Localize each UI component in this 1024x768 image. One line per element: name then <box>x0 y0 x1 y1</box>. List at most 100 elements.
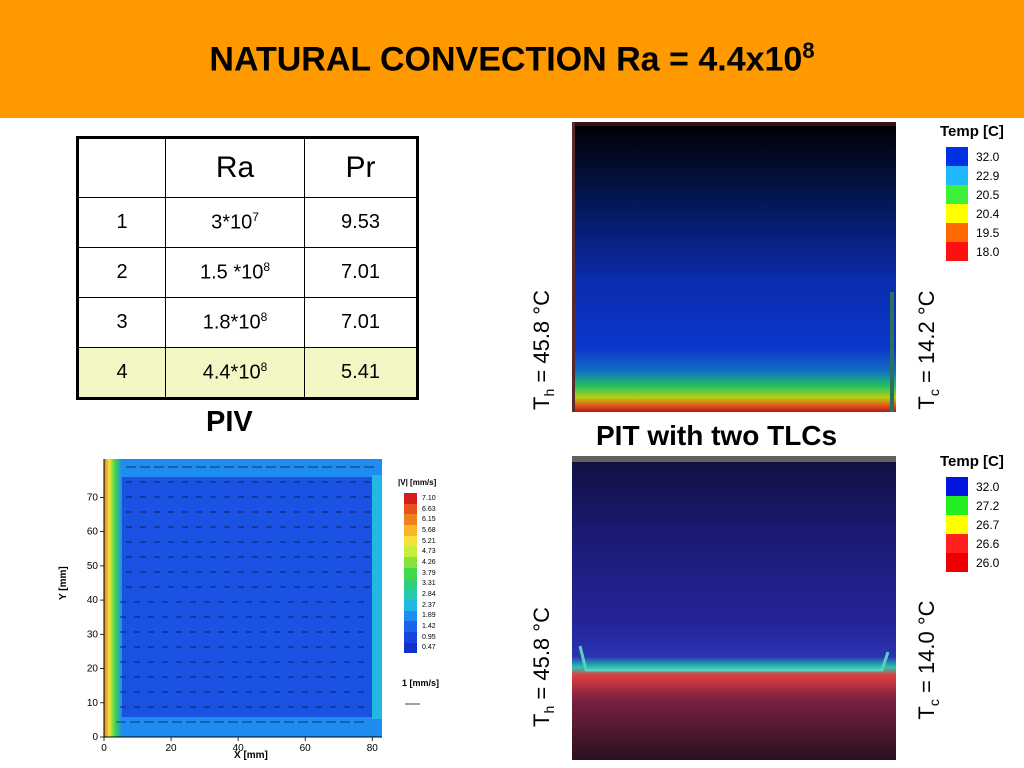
legend-swatch <box>404 535 417 547</box>
legend-value: 0.95 <box>422 633 436 641</box>
y-tick-label: 20 <box>87 664 99 675</box>
legend-value: 27.2 <box>976 498 1000 513</box>
legend-item: 6.63 <box>404 503 436 515</box>
legend-swatch <box>404 503 417 515</box>
piv-y-label: Y [mm] <box>58 566 69 600</box>
ra-value: 4.4*108 <box>165 347 305 399</box>
temp-legend-top: Temp [C] 32.0 22.9 20.5 20.4 19.5 18.0 <box>940 123 1004 261</box>
legend-value: 3.31 <box>422 580 436 588</box>
header-pr: Pr <box>304 137 418 198</box>
table-row: 3 1.8*108 7.01 <box>77 297 418 348</box>
pr-value: 5.41 <box>304 347 418 399</box>
legend-value: 20.5 <box>976 187 1000 202</box>
legend-swatch <box>946 515 968 534</box>
legend-item: 20.4 <box>946 204 1004 223</box>
title-text: NATURAL CONVECTION Ra = 4.4x10 <box>209 40 803 79</box>
legend-item: 27.2 <box>946 496 1004 515</box>
y-tick-label: 0 <box>92 732 98 743</box>
legend-value: 32.0 <box>976 149 1000 164</box>
piv-plot: 0 20 40 60 80 0 10 20 30 40 50 60 70 <box>87 459 420 754</box>
temp-value: = 45.8 °C <box>528 290 554 389</box>
legend-item: 5.21 <box>404 535 436 547</box>
y-tick-label: 60 <box>87 527 99 538</box>
legend-swatch <box>404 493 417 504</box>
legend-value: 26.0 <box>976 555 1000 570</box>
piv-label: PIV <box>206 406 253 438</box>
legend-value: 19.5 <box>976 225 1000 240</box>
ra-base: 1.5 *10 <box>199 261 264 284</box>
ra-base: 4.4*10 <box>202 361 261 384</box>
legend-swatch <box>404 589 417 600</box>
legend-swatch <box>404 557 417 568</box>
piv-field <box>104 459 382 737</box>
legend-swatch <box>404 546 417 558</box>
x-tick-label: 20 <box>166 743 178 754</box>
legend-item: 18.0 <box>946 242 1004 261</box>
legend-swatch <box>946 185 968 204</box>
legend-item: 0.47 <box>404 642 436 654</box>
ra-exponent: 8 <box>263 260 271 275</box>
table-row: 1 3*107 9.53 <box>77 197 418 248</box>
pr-value: 9.53 <box>304 197 418 248</box>
legend-value: 26.7 <box>976 517 1000 532</box>
legend-value: 6.15 <box>422 516 436 524</box>
ra-value: 1.8*108 <box>165 297 305 348</box>
legend-item: 19.5 <box>946 223 1004 242</box>
piv-reference-label: 1 [mm/s] <box>402 678 440 688</box>
legend-item: 3.31 <box>404 578 436 590</box>
ra-value: 3*107 <box>165 197 305 248</box>
pit-label: PIT with two TLCs <box>596 420 838 451</box>
temp-value: = 14.0 °C <box>913 600 939 700</box>
legend-swatch <box>946 223 968 242</box>
legend-value: 5.21 <box>422 537 436 545</box>
legend-item: 2.37 <box>404 599 436 611</box>
legend-value: 7.10 <box>422 494 436 502</box>
legend-swatch <box>404 621 417 632</box>
piv-legend-rows: 7.10 6.63 6.15 5.68 5.21 4.73 4.26 3.79 3.31 2.84… <box>404 493 436 654</box>
y-tick-label: 40 <box>87 595 99 606</box>
ra-value: 1.5 *108 <box>165 247 305 298</box>
legend-swatch <box>946 553 968 572</box>
legend-swatch <box>946 242 968 261</box>
temp-symbol: T <box>913 706 939 720</box>
ra-exponent: 8 <box>260 310 268 325</box>
legend-item: 4.26 <box>404 557 436 568</box>
legend-value: 2.37 <box>422 601 436 609</box>
legend-rows: 32.0 27.2 26.7 26.6 26.0 <box>946 477 1004 572</box>
legend-item: 0.95 <box>404 631 436 643</box>
legend-value: 5.68 <box>422 526 436 534</box>
legend-value: 1.89 <box>422 612 436 620</box>
legend-swatch <box>404 631 417 643</box>
ra-exponent: 8 <box>260 360 268 375</box>
temp-symbol: T <box>528 713 554 727</box>
bottom-cold-temp: Tc = 14.0 °C <box>914 600 942 719</box>
ra-base: 1.8*10 <box>202 311 261 334</box>
piv-legend: |V| [mm/s] 7.10 6.63 6.15 5.68 5.21 4.73 4.26 3… <box>398 478 436 654</box>
x-tick-label: 40 <box>233 743 245 754</box>
x-tick-label: 80 <box>367 743 379 754</box>
temp-legend-bottom: Temp [C] 32.0 27.2 26.7 26.6 26.0 <box>940 453 1004 572</box>
x-tick-label: 0 <box>101 743 107 754</box>
legend-item: 26.7 <box>946 515 1004 534</box>
legend-swatch <box>946 477 968 496</box>
x-tick-label: 60 <box>300 743 312 754</box>
legend-value: 4.73 <box>422 548 436 556</box>
legend-swatch <box>946 496 968 515</box>
pr-value: 7.01 <box>304 247 418 298</box>
pr-value: 7.01 <box>304 297 418 348</box>
legend-item: 20.5 <box>946 185 1004 204</box>
y-tick-label: 10 <box>87 698 99 709</box>
header-ra: Ra <box>165 137 305 198</box>
y-tick-label: 70 <box>87 492 99 503</box>
legend-item: 6.15 <box>404 514 436 526</box>
table-row-highlighted: 4 4.4*108 5.41 <box>77 347 418 399</box>
row-number: 3 <box>77 297 166 348</box>
temp-symbol: T <box>913 396 939 410</box>
legend-item: 26.0 <box>946 553 1004 572</box>
ra-exponent: 7 <box>252 210 259 225</box>
legend-value: 22.9 <box>976 168 1000 183</box>
legend-swatch <box>404 567 417 579</box>
legend-swatch <box>946 534 968 553</box>
ra-base: 3*10 <box>211 211 253 234</box>
pit-image-top <box>572 122 896 412</box>
